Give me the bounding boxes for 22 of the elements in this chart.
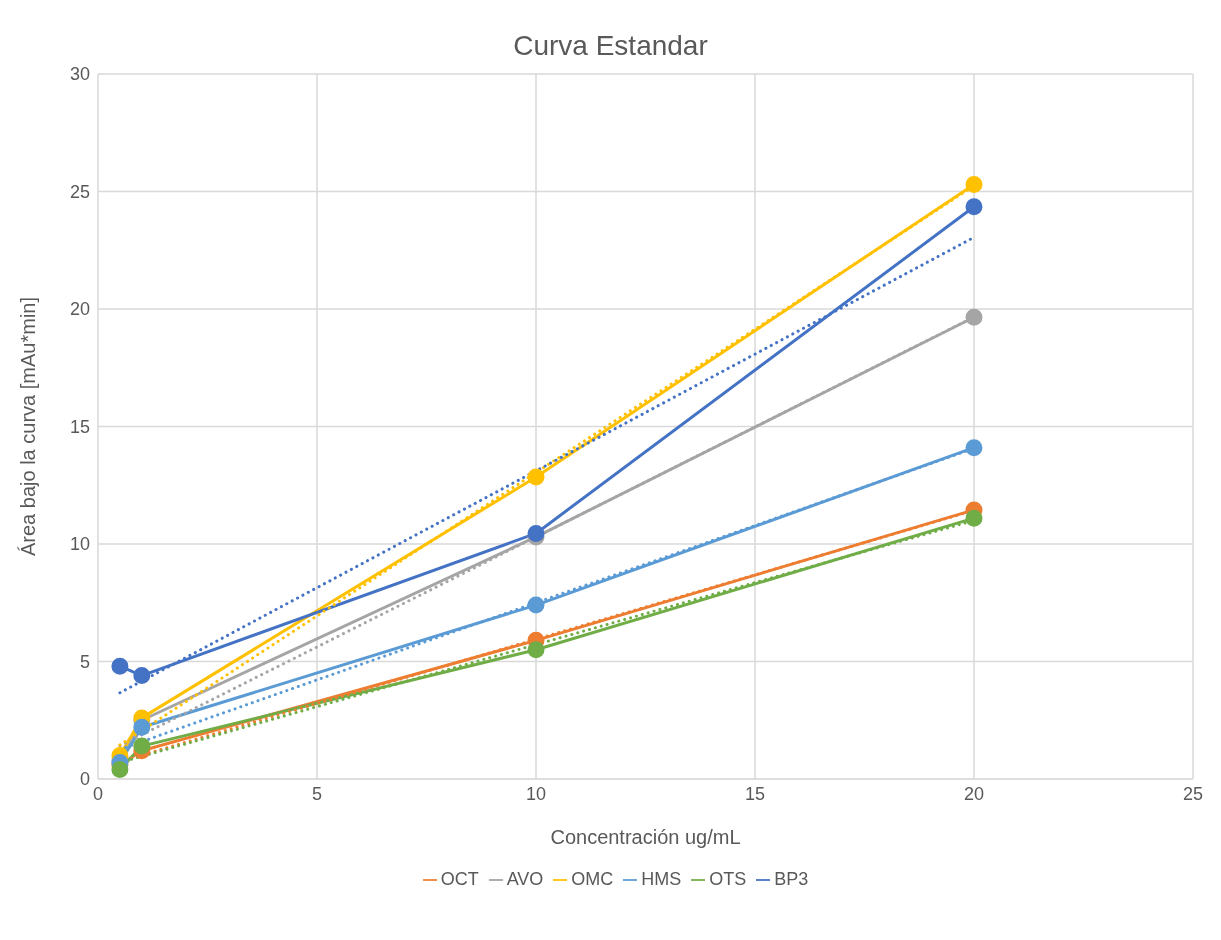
chart-title: Curva Estandar	[512, 30, 709, 61]
legend-label: AVO	[506, 869, 544, 889]
y-tick-label: 30	[69, 64, 90, 85]
y-axis-title: Área bajo la curva [mAu*min]	[17, 296, 40, 557]
y-tick-label: 15	[69, 416, 90, 437]
legend-label: BP3	[774, 869, 809, 889]
x-tick-label: 20	[963, 783, 985, 804]
y-tick-label: 25	[69, 181, 90, 202]
y-tick-label: 20	[69, 299, 90, 320]
legend-label: OCT	[440, 869, 479, 889]
legend-label: HMS	[641, 869, 682, 889]
x-tick-label: 15	[744, 783, 766, 804]
legend-label: OTS	[709, 869, 747, 889]
x-tick-label: 5	[311, 783, 323, 804]
x-axis-title: Concentración ug/mL	[550, 826, 741, 848]
x-tick-label: 0	[92, 783, 104, 804]
legend-label: OMC	[571, 869, 614, 889]
y-tick-label: 5	[79, 651, 90, 672]
x-tick-label: 25	[1182, 783, 1204, 804]
y-tick-label: 10	[69, 534, 90, 555]
y-tick-label: 0	[79, 769, 90, 790]
x-tick-label: 10	[525, 783, 547, 804]
